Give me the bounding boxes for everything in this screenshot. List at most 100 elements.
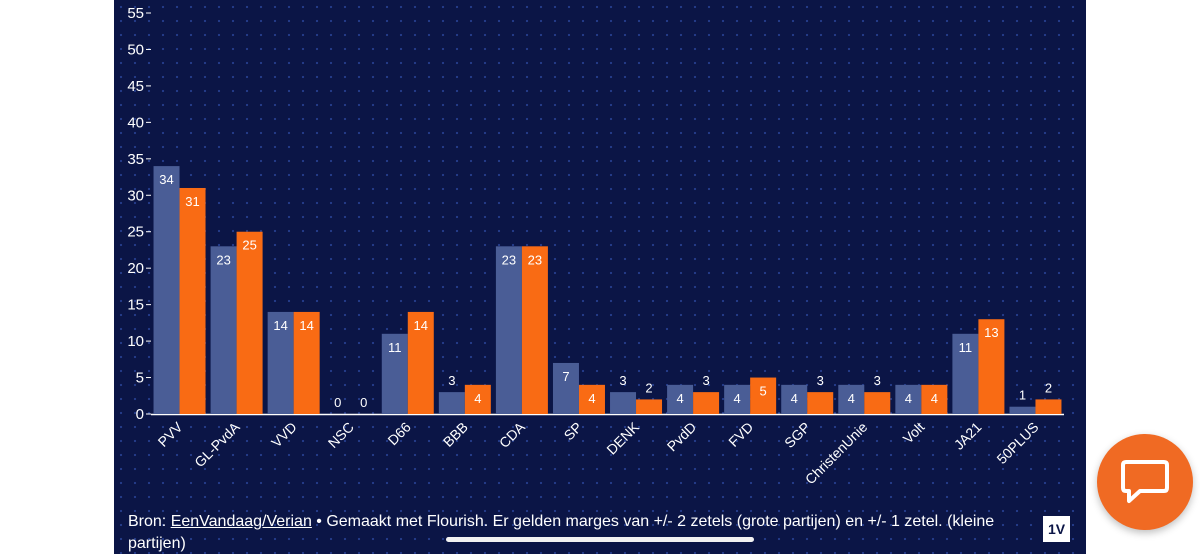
- bar: [750, 377, 777, 414]
- bar-value-label: 14: [299, 318, 313, 333]
- bar: [552, 362, 579, 414]
- x-tick-label: D66: [384, 419, 414, 449]
- y-tick-label: 5: [136, 370, 144, 387]
- bar: [1035, 399, 1062, 414]
- bar: [952, 333, 979, 414]
- y-tick-label: 55: [127, 5, 144, 22]
- x-tick-label: CDA: [496, 418, 529, 451]
- x-axis: PVV GL-PvdA VVD NSC D66 BBB CDA SP DENK PvdD FVD SG…: [151, 413, 1064, 487]
- x-tick-label: GL-PvdA: [191, 418, 243, 470]
- bar-value-label: 0: [334, 395, 341, 410]
- bar-value-label: 7: [562, 369, 569, 384]
- source-footer: Bron: EenVandaag/Verian • Gemaakt met Fl…: [128, 511, 1028, 555]
- bar-value-label: 23: [216, 252, 230, 267]
- bar: [267, 311, 294, 414]
- bar-value-label: 2: [645, 380, 652, 395]
- bar: [179, 187, 206, 414]
- bar-value-label: 4: [676, 391, 683, 406]
- y-tick-label: 15: [127, 297, 144, 314]
- bar-value-label: 2: [1045, 380, 1052, 395]
- bar: [1009, 406, 1036, 414]
- chart-panel: 0 5 10 15 20 25 30 35 40 45 50 55 PVV GL-PvdA VVD NSC D…: [114, 0, 1086, 554]
- bar-value-label: 23: [528, 252, 542, 267]
- source-prefix: Bron:: [128, 513, 171, 530]
- bar: [438, 392, 465, 414]
- bar-value-label: 25: [242, 238, 256, 253]
- bar-value-label: 3: [448, 373, 455, 388]
- bar: [521, 246, 548, 414]
- bar-value-label: 4: [848, 391, 855, 406]
- bar: [381, 333, 408, 414]
- x-tick-label: FVD: [725, 419, 756, 450]
- bar: [667, 384, 694, 414]
- bar: [495, 246, 522, 414]
- chat-button[interactable]: [1097, 434, 1193, 530]
- bar-value-label: 3: [702, 373, 709, 388]
- bar: [236, 231, 263, 414]
- bar: [895, 384, 922, 414]
- bar: [578, 384, 605, 414]
- bar: [921, 384, 948, 414]
- bar: [464, 384, 491, 414]
- y-tick-label: 40: [127, 114, 144, 131]
- bar: [153, 166, 180, 414]
- bar-value-label: 23: [502, 252, 516, 267]
- bar: [293, 311, 320, 414]
- bar: [978, 319, 1005, 414]
- bar: [864, 392, 891, 414]
- bar: [781, 384, 808, 414]
- bar-value-label: 13: [984, 325, 998, 340]
- bar: [807, 392, 834, 414]
- bar-value-label: 4: [931, 391, 938, 406]
- bar-value-label: 4: [791, 391, 798, 406]
- y-tick-label: 30: [127, 187, 144, 204]
- bars: [153, 166, 1062, 414]
- x-tick-label: NSC: [325, 419, 357, 451]
- bar-value-label: 3: [619, 373, 626, 388]
- source-link[interactable]: EenVandaag/Verian: [170, 513, 312, 530]
- bar-value-label: 11: [959, 340, 973, 355]
- x-tick-label: PVV: [155, 418, 187, 450]
- x-tick-label: SGP: [781, 419, 813, 451]
- y-tick-label: 0: [136, 406, 144, 423]
- bar: [407, 311, 434, 414]
- x-tick-label: SP: [561, 419, 586, 444]
- bar: [693, 392, 720, 414]
- y-axis: 0 5 10 15 20 25 30 35 40 45 50 55: [127, 5, 151, 423]
- bar-value-label: 4: [474, 391, 481, 406]
- x-tick-label: 50PLUS: [993, 419, 1041, 467]
- y-tick-label: 50: [127, 41, 144, 58]
- bar-value-label: 4: [905, 391, 912, 406]
- x-tick-label: DENK: [603, 418, 642, 457]
- y-tick-label: 35: [127, 151, 144, 168]
- bar: [636, 399, 663, 414]
- y-tick-label: 20: [127, 260, 144, 277]
- bar-value-label: 14: [273, 318, 287, 333]
- bar-value-label: 3: [817, 373, 824, 388]
- bar-value-label: 31: [185, 194, 199, 209]
- bar: [210, 246, 237, 414]
- x-tick-label: JA21: [951, 419, 985, 453]
- eenvandaag-logo: 1V: [1043, 516, 1070, 542]
- home-indicator[interactable]: [446, 537, 754, 542]
- bar-value-label: 0: [360, 395, 367, 410]
- bar-value-label: 5: [760, 384, 767, 399]
- y-tick-label: 10: [127, 333, 144, 350]
- bar-value-label: 4: [588, 391, 595, 406]
- y-tick-label: 25: [127, 224, 144, 241]
- x-tick-label: PvdD: [664, 419, 700, 455]
- chat-bubble-icon: [1121, 460, 1169, 503]
- bar-value-label: 11: [388, 340, 402, 355]
- y-tick-label: 45: [127, 78, 144, 95]
- bar-value-label: 1: [1019, 388, 1026, 403]
- bar-value-label: 14: [414, 318, 428, 333]
- source-note: • Gemaakt met Flourish. Er gelden marges…: [128, 513, 995, 552]
- bar-value-label: 3: [874, 373, 881, 388]
- bar-value-label: 34: [159, 172, 173, 187]
- bar-value-label: 4: [734, 391, 741, 406]
- bar: [724, 384, 751, 414]
- x-tick-label: BBB: [440, 419, 471, 450]
- bar: [838, 384, 865, 414]
